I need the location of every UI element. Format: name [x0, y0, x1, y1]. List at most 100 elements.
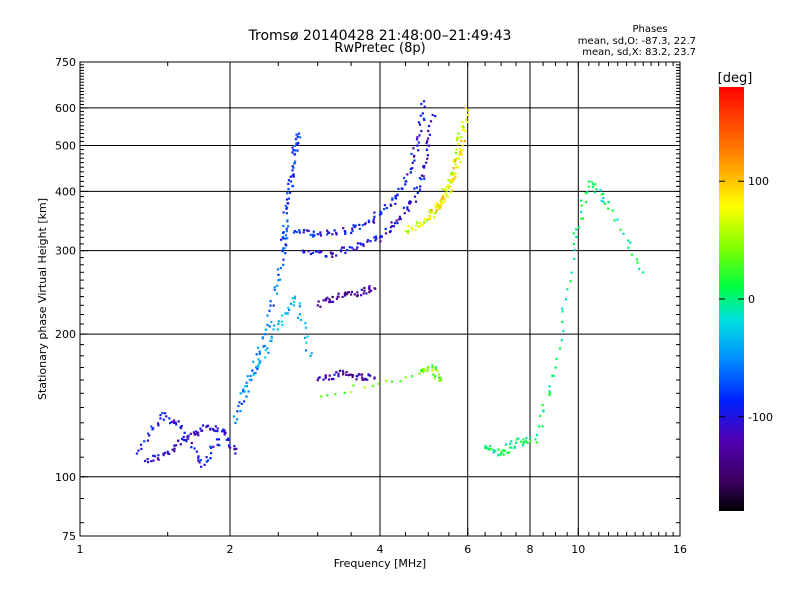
- data-point: [445, 185, 448, 188]
- data-point: [276, 328, 279, 331]
- data-point: [328, 374, 331, 377]
- data-point: [603, 202, 607, 205]
- data-point: [227, 438, 231, 442]
- data-point: [287, 306, 290, 309]
- data-point: [248, 378, 251, 381]
- data-point: [285, 227, 288, 230]
- data-point: [558, 347, 561, 350]
- data-point: [426, 157, 429, 160]
- data-point: [291, 151, 294, 154]
- data-point: [427, 144, 430, 147]
- data-point: [358, 373, 361, 376]
- data-point: [163, 412, 167, 415]
- data-point: [268, 309, 271, 312]
- data-point: [580, 210, 583, 213]
- data-point: [354, 224, 357, 227]
- data-point: [168, 452, 171, 455]
- data-point: [302, 231, 305, 234]
- data-point: [240, 402, 243, 405]
- data-point: [455, 139, 459, 142]
- data-point: [218, 444, 221, 447]
- data-point: [294, 149, 297, 152]
- data-point: [330, 300, 333, 303]
- data-point: [355, 374, 358, 378]
- data-point: [409, 201, 412, 204]
- data-point: [206, 424, 210, 427]
- data-point: [266, 323, 269, 326]
- data-point: [439, 379, 443, 382]
- data-point: [463, 140, 466, 143]
- data-point: [335, 231, 338, 234]
- data-point: [283, 247, 286, 250]
- data-point: [438, 379, 441, 382]
- colorbar-ticks: 100 0 -100: [719, 175, 773, 424]
- data-point: [345, 293, 348, 296]
- data-point: [200, 465, 203, 468]
- data-point: [343, 294, 347, 297]
- data-point: [402, 206, 405, 209]
- data-point: [198, 461, 201, 464]
- data-point: [580, 217, 583, 220]
- data-point: [173, 447, 176, 450]
- data-point: [344, 291, 347, 294]
- data-point: [406, 208, 409, 211]
- data-point: [236, 418, 239, 421]
- data-point: [458, 153, 461, 157]
- data-point: [292, 301, 296, 304]
- data-point: [151, 428, 154, 431]
- data-point: [444, 188, 447, 191]
- data-point: [420, 174, 423, 177]
- data-point: [569, 280, 572, 283]
- data-point: [449, 191, 452, 194]
- data-point: [336, 295, 339, 298]
- data-point: [439, 201, 443, 204]
- data-point: [221, 430, 224, 433]
- data-point: [171, 448, 174, 451]
- data-point: [552, 374, 555, 377]
- data-point: [440, 203, 443, 206]
- data-point: [307, 229, 310, 233]
- data-point: [214, 425, 217, 428]
- data-point: [150, 460, 153, 463]
- data-point: [457, 136, 460, 139]
- data-point: [431, 113, 434, 117]
- data-point: [447, 179, 450, 182]
- data-point: [391, 198, 394, 201]
- data-point: [162, 418, 165, 421]
- data-point: [270, 339, 273, 342]
- data-point: [344, 232, 347, 235]
- data-point: [423, 105, 426, 108]
- data-point: [430, 212, 433, 215]
- data-point: [449, 173, 452, 176]
- data-point: [210, 452, 213, 455]
- data-point: [484, 447, 487, 450]
- data-point: [437, 203, 440, 206]
- data-point: [443, 197, 446, 200]
- x-tick-label: 10: [571, 543, 585, 556]
- data-point: [428, 218, 431, 221]
- data-point: [454, 163, 457, 166]
- data-point: [426, 154, 429, 157]
- data-point: [353, 225, 356, 229]
- data-point: [441, 195, 445, 199]
- data-point: [591, 185, 595, 188]
- data-point: [410, 226, 413, 229]
- data-point: [241, 390, 245, 393]
- data-point: [459, 160, 462, 164]
- data-point: [223, 433, 226, 436]
- data-point: [331, 255, 334, 258]
- data-point: [607, 207, 610, 210]
- data-point: [502, 449, 505, 452]
- data-point: [359, 242, 362, 245]
- data-point: [205, 460, 208, 463]
- data-point: [270, 336, 273, 339]
- data-point: [585, 200, 588, 204]
- data-point: [258, 360, 261, 363]
- data-point: [192, 431, 195, 434]
- data-point: [561, 320, 564, 323]
- data-point: [415, 224, 418, 227]
- data-point: [281, 314, 284, 317]
- data-point: [269, 300, 272, 303]
- data-point: [289, 175, 292, 178]
- data-point: [331, 233, 334, 236]
